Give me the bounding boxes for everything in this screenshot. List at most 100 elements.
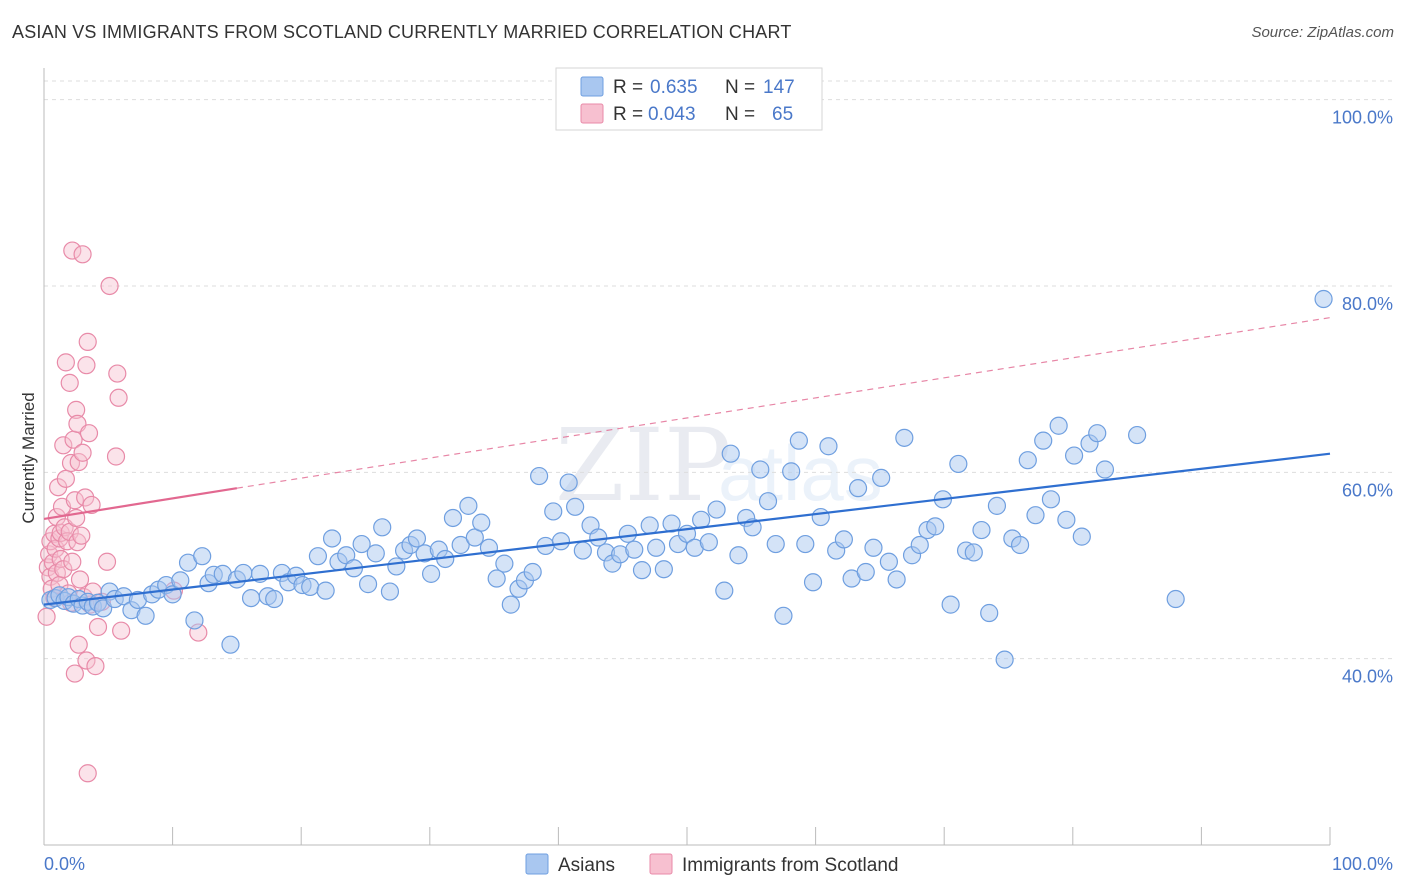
scatter-point-scotland xyxy=(77,356,96,375)
scatter-point-asian xyxy=(373,518,392,537)
scatter-point-asian xyxy=(1072,527,1091,546)
scatter-point-asian xyxy=(640,516,659,535)
x-tick-label-max: 100.0% xyxy=(1332,854,1393,874)
scatter-point-asian xyxy=(618,524,637,543)
scatter-point-asian xyxy=(308,547,328,566)
scatter-point-scotland xyxy=(56,469,75,488)
y-tick-label: 80.0% xyxy=(1342,294,1393,314)
scatter-point-asian xyxy=(964,543,983,562)
scatter-point-asian xyxy=(380,582,400,601)
bottom-legend-swatch-asians xyxy=(525,853,549,875)
scatter-point-asian xyxy=(864,538,883,557)
scatter-point-asian xyxy=(796,534,815,554)
scatter-point-asian xyxy=(443,508,463,528)
scatter-point-asian xyxy=(1049,416,1068,435)
scatter-point-scotland xyxy=(61,453,81,473)
y-axis-title: Currently Married xyxy=(19,392,38,523)
scatter-point-scotland xyxy=(63,552,82,571)
scatter-point-asian xyxy=(472,513,491,532)
watermark: ZIP atlas xyxy=(555,407,883,524)
scatter-point-scotland xyxy=(79,424,99,443)
scatter-point-asian xyxy=(1095,460,1115,479)
scatter-point-asian xyxy=(265,589,284,609)
scatter-point-asian xyxy=(421,564,441,583)
scatter-point-asian xyxy=(530,466,549,486)
scatter-point-asian xyxy=(451,535,470,555)
scatter-point-asian xyxy=(1034,431,1053,450)
series-asians xyxy=(41,289,1333,669)
scatter-point-scotland xyxy=(82,495,101,515)
scatter-point-asian xyxy=(721,444,740,463)
scatter-point-asian xyxy=(241,588,261,608)
scatter-point-asian xyxy=(980,603,999,623)
scatter-point-asian xyxy=(459,496,478,515)
scatter-point-asian xyxy=(895,428,914,447)
scatter-point-asian xyxy=(407,529,427,548)
scatter-point-asian xyxy=(625,540,644,559)
scatter-point-scotland xyxy=(70,570,90,589)
bottom-legend-label-asians: Asians xyxy=(558,855,615,876)
scatter-point-scotland xyxy=(69,452,88,472)
y-tick-label: 60.0% xyxy=(1342,480,1393,500)
trend-lines xyxy=(43,317,1331,606)
scatter-point-asian xyxy=(234,563,253,583)
scatter-point-asian xyxy=(171,571,190,590)
y-tick-labels: 40.0% 60.0% 80.0% 100.0% xyxy=(1332,108,1393,687)
scatter-point-asian xyxy=(766,534,785,554)
scatter-point-scotland xyxy=(65,664,84,683)
scatter-point-asian xyxy=(387,557,406,576)
legend-n-value-asians: 147 xyxy=(763,77,795,98)
scatter-point-scotland xyxy=(112,621,131,640)
scatter-point-asian xyxy=(1010,535,1030,555)
scatter-point-asian xyxy=(774,606,793,625)
scatter-point-asian xyxy=(819,437,838,456)
scatter-point-asian xyxy=(879,552,899,571)
scatter-point-asian xyxy=(926,517,945,536)
scatter-point-asian xyxy=(632,561,652,580)
scatter-point-asian xyxy=(729,546,748,565)
y-tick-label: 100.0% xyxy=(1332,108,1393,128)
watermark-zip: ZIP xyxy=(555,407,731,524)
scatter-point-scotland xyxy=(73,245,92,264)
scatter-point-asian xyxy=(1057,510,1076,529)
scatter-point-scotland xyxy=(63,241,82,260)
scatter-point-asian xyxy=(358,575,378,594)
scatter-point-scotland xyxy=(78,332,97,351)
scatter-point-scotland xyxy=(72,526,91,545)
legend-r-label-scotland: R = xyxy=(613,104,643,125)
scatter-point-scotland xyxy=(97,552,117,571)
series-immigrants-from-scotland xyxy=(37,241,208,783)
scatter-point-asian xyxy=(972,520,991,540)
source-label: Source: ZipAtlas.com xyxy=(1251,24,1394,41)
legend-r-label-asians: R = xyxy=(613,77,643,98)
legend-r-value-scotland: 0.043 xyxy=(648,104,696,125)
chart-title: ASIAN VS IMMIGRANTS FROM SCOTLAND CURREN… xyxy=(12,22,792,42)
y-tick-label: 40.0% xyxy=(1342,667,1393,687)
scatter-point-asian xyxy=(566,497,585,516)
scatter-point-asian xyxy=(758,492,778,511)
scatter-point-asian xyxy=(995,650,1014,669)
scatter-point-scotland xyxy=(65,491,84,510)
legend-swatch-scotland xyxy=(580,103,604,124)
scatter-point-scotland xyxy=(86,657,105,676)
scatter-point-asian xyxy=(987,496,1007,515)
scatter-point-asian xyxy=(544,502,563,521)
scatter-point-scotland xyxy=(100,276,119,296)
scatter-point-asian xyxy=(887,570,906,589)
legend-n-label-scotland: N = xyxy=(725,104,755,125)
scatter-point-asian xyxy=(949,454,968,474)
scatter-point-asian xyxy=(185,611,204,630)
trend-line-asians xyxy=(43,452,1331,606)
scatter-point-asian xyxy=(487,569,506,588)
scatter-point-asian xyxy=(789,431,808,450)
series-legend: Asians Immigrants from Scotland xyxy=(525,853,898,876)
scatter-point-asian xyxy=(1166,589,1185,609)
scatter-point-scotland xyxy=(109,388,128,407)
scatter-point-scotland xyxy=(106,447,126,466)
scatter-point-asian xyxy=(221,635,240,654)
scatter-point-asian xyxy=(559,473,578,492)
legend-swatch-asians xyxy=(580,76,604,97)
scatter-point-scotland xyxy=(108,364,127,383)
scatter-point-asian xyxy=(782,462,801,481)
